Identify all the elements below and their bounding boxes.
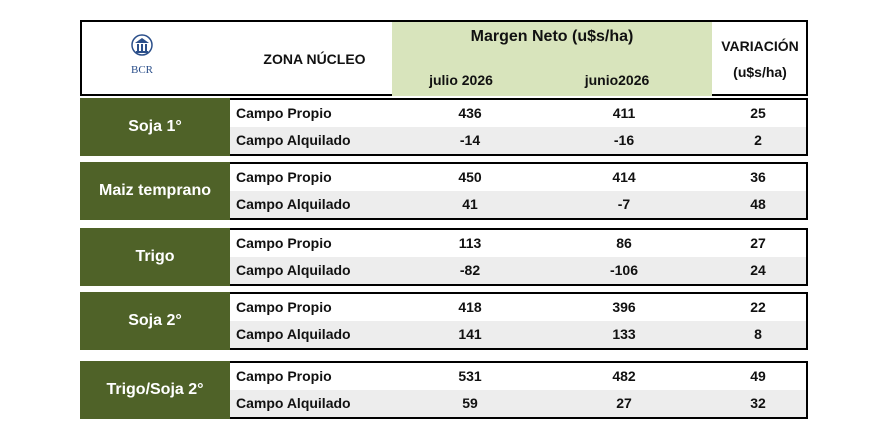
variacion-value: 36: [750, 169, 766, 185]
crop-data: Campo Propio 450 414 36 Campo Alquilado …: [230, 162, 808, 220]
julio-value: -82: [459, 262, 481, 278]
junio-value: 27: [616, 395, 632, 411]
variacion-unit: (u$s/ha): [733, 64, 787, 80]
julio-value: 141: [458, 326, 482, 342]
junio-value: 396: [612, 299, 636, 315]
crop-label: Soja 2°: [80, 292, 230, 350]
table-row: Campo Alquilado -14 -16 2: [230, 127, 806, 154]
row-label: Campo Alquilado: [236, 326, 351, 342]
table-row: Campo Propio 436 411 25: [230, 100, 806, 127]
row-label: Campo Alquilado: [236, 395, 351, 411]
zona-nucleo-header: ZONA NÚCLEO: [263, 51, 366, 67]
row-label: Campo Propio: [236, 368, 332, 384]
margen-neto-title: Margen Neto (u$s/ha): [470, 28, 634, 45]
logo-text: BCR: [130, 64, 153, 76]
row-label: Campo Propio: [236, 105, 332, 121]
row-label: Campo Propio: [236, 235, 332, 251]
variacion-title: VARIACIÓN: [721, 38, 799, 54]
row-label: Campo Alquilado: [236, 132, 351, 148]
junio-value: -7: [617, 196, 631, 212]
junio-value: 133: [612, 326, 636, 342]
variacion-value: 48: [750, 196, 766, 212]
crop-group-maiz-temprano: Maiz temprano Campo Propio 450 414 36 Ca…: [80, 162, 808, 220]
table-row: Campo Alquilado 41 -7 48: [230, 191, 806, 218]
crop-group-trigo-soja-2: Trigo/Soja 2° Campo Propio 531 482 49 Ca…: [80, 361, 808, 419]
junio-value: -16: [613, 132, 635, 148]
bcr-logo: BCR: [122, 34, 162, 86]
julio-value: 59: [462, 395, 478, 411]
variacion-value: 24: [750, 262, 766, 278]
variacion-value: 49: [750, 368, 766, 384]
row-label: Campo Alquilado: [236, 262, 351, 278]
month-junio-header: junio2026: [584, 72, 650, 88]
crop-group-soja-2: Soja 2° Campo Propio 418 396 22 Campo Al…: [80, 292, 808, 350]
julio-value: 113: [458, 235, 482, 251]
table-header: BCR ZONA NÚCLEO Margen Neto (u$s/ha) jul…: [80, 20, 808, 96]
variacion-value: 8: [754, 326, 762, 342]
month-julio-header: julio 2026: [429, 72, 493, 88]
variacion-value: 22: [750, 299, 766, 315]
crop-label: Maiz temprano: [80, 162, 230, 220]
table-row: Campo Alquilado 141 133 8: [230, 321, 806, 348]
building-emblem-icon: [131, 34, 153, 56]
crop-label: Trigo/Soja 2°: [80, 361, 230, 419]
table-row: Campo Propio 531 482 49: [230, 363, 806, 390]
julio-value: 436: [458, 105, 482, 121]
crop-group-trigo: Trigo Campo Propio 113 86 27 Campo Alqui…: [80, 228, 808, 286]
table-row: Campo Propio 113 86 27: [230, 230, 806, 257]
crop-group-soja-1: Soja 1° Campo Propio 436 411 25 Campo Al…: [80, 98, 808, 156]
row-label: Campo Propio: [236, 169, 332, 185]
table-row: Campo Propio 450 414 36: [230, 164, 806, 191]
variacion-header: VARIACIÓN (u$s/ha): [712, 22, 808, 96]
variacion-value: 27: [750, 235, 766, 251]
row-label: Campo Alquilado: [236, 196, 351, 212]
junio-value: 86: [616, 235, 632, 251]
variacion-value: 32: [750, 395, 766, 411]
variacion-value: 2: [754, 132, 762, 148]
crop-data: Campo Propio 531 482 49 Campo Alquilado …: [230, 361, 808, 419]
crop-data: Campo Propio 418 396 22 Campo Alquilado …: [230, 292, 808, 350]
variacion-value: 25: [750, 105, 766, 121]
crop-label: Soja 1°: [80, 98, 230, 156]
junio-value: 482: [612, 368, 636, 384]
row-label: Campo Propio: [236, 299, 332, 315]
crop-label: Trigo: [80, 228, 230, 286]
table-row: Campo Alquilado -82 -106 24: [230, 257, 806, 284]
crop-data: Campo Propio 113 86 27 Campo Alquilado -…: [230, 228, 808, 286]
margen-neto-header: Margen Neto (u$s/ha) julio 2026 junio202…: [392, 22, 712, 96]
junio-value: 414: [612, 169, 636, 185]
julio-value: 531: [458, 368, 482, 384]
junio-value: -106: [609, 262, 639, 278]
junio-value: 411: [612, 105, 636, 121]
julio-value: 41: [462, 196, 478, 212]
julio-value: -14: [459, 132, 481, 148]
table-row: Campo Propio 418 396 22: [230, 294, 806, 321]
julio-value: 418: [458, 299, 482, 315]
crop-data: Campo Propio 436 411 25 Campo Alquilado …: [230, 98, 808, 156]
table-row: Campo Alquilado 59 27 32: [230, 390, 806, 417]
julio-value: 450: [458, 169, 482, 185]
